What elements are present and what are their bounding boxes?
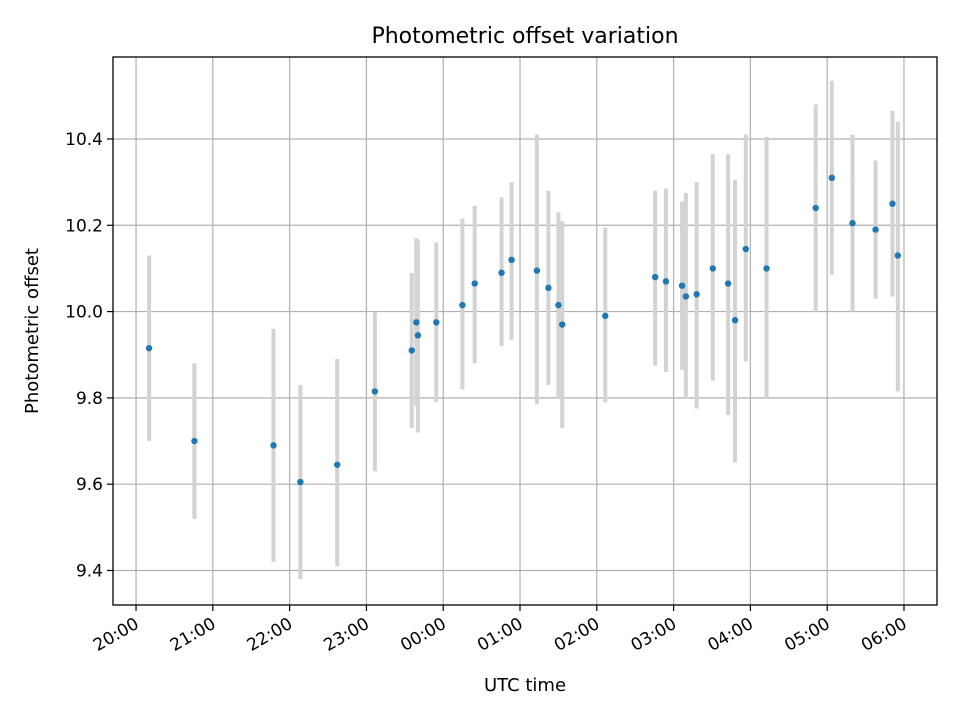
y-tick-label: 10.0 (65, 303, 103, 323)
y-axis-ticks: 9.4 9.6 9.8 10.0 10.2 10.4 (65, 130, 113, 581)
x-tick-label: 01:00 (474, 614, 526, 656)
data-point (145, 345, 153, 352)
chart-title: Photometric offset variation (371, 24, 678, 49)
x-tick-label: 00:00 (397, 614, 449, 656)
data-point (763, 265, 770, 272)
data-point (191, 437, 198, 445)
grid-lines (113, 57, 937, 605)
y-tick-label: 10.4 (65, 130, 103, 150)
data-point (413, 319, 420, 326)
y-tick-label: 9.4 (76, 561, 103, 581)
x-tick-label: 04:00 (704, 614, 756, 656)
y-axis-label: Photometric offset (22, 248, 43, 414)
data-point (414, 332, 422, 339)
x-tick-label: 02:00 (551, 614, 603, 656)
y-tick-label: 9.8 (76, 389, 103, 409)
error-bars (147, 80, 900, 580)
data-point (682, 293, 690, 300)
data-point (828, 174, 835, 182)
data-point (433, 319, 440, 326)
data-point (297, 478, 304, 486)
data-point (693, 291, 700, 298)
data-point (555, 301, 562, 309)
data-point (545, 284, 552, 292)
x-tick-label: 03:00 (628, 614, 680, 656)
data-point (459, 301, 466, 309)
x-tick-label: 21:00 (167, 614, 219, 656)
x-axis-ticks: 20:00 21:00 22:00 23:00 00:00 01:00 02:00 03:00… (90, 605, 910, 656)
y-tick-label: 9.6 (76, 475, 103, 495)
data-point (812, 204, 819, 212)
data-point (662, 278, 670, 285)
data-point (849, 219, 856, 227)
data-point (471, 280, 478, 287)
data-point (408, 347, 415, 354)
data-point (889, 200, 896, 207)
data-point (559, 321, 566, 328)
data-point (724, 280, 732, 287)
plot-frame (112, 56, 938, 606)
x-tick-label: 20:00 (90, 614, 142, 656)
x-tick-label: 22:00 (244, 614, 296, 656)
data-point (651, 273, 659, 281)
data-point (498, 269, 505, 276)
data-point (709, 265, 716, 272)
data-points (145, 174, 902, 486)
x-tick-label: 05:00 (781, 614, 833, 656)
data-point (742, 245, 749, 253)
x-tick-label: 06:00 (858, 614, 910, 656)
data-point (894, 252, 902, 259)
data-point (270, 442, 277, 449)
data-point (334, 461, 341, 468)
data-point (533, 267, 541, 274)
data-point (872, 226, 879, 233)
x-tick-label: 23:00 (320, 614, 372, 656)
data-point (731, 317, 739, 324)
data-point (602, 312, 609, 320)
x-axis-label: UTC time (484, 675, 566, 696)
y-tick-label: 10.2 (65, 216, 103, 236)
data-point (371, 388, 379, 395)
data-point (508, 256, 515, 264)
data-point (678, 282, 686, 289)
